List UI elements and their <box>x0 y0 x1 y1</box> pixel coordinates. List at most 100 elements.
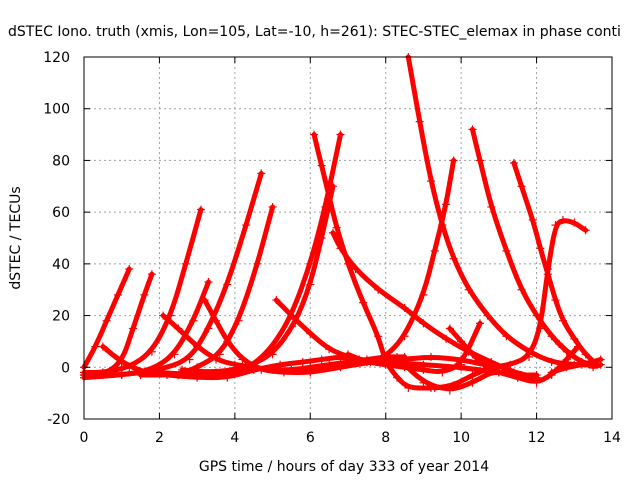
data-point <box>306 280 315 289</box>
data-point <box>125 265 134 274</box>
data-point <box>570 360 579 369</box>
data-point <box>476 156 484 165</box>
y-axis-label: dSTEC / TECUs <box>8 186 24 289</box>
marker-layer <box>80 53 605 395</box>
data-point <box>223 373 232 382</box>
data-point <box>223 337 232 346</box>
data-point <box>344 259 352 268</box>
data-point <box>562 355 571 364</box>
data-point <box>430 246 439 255</box>
data-point <box>438 221 447 230</box>
data-point <box>196 205 205 214</box>
data-point <box>483 311 492 320</box>
data-point <box>193 363 202 372</box>
data-point <box>419 365 428 374</box>
y-tick-label: 60 <box>52 205 70 221</box>
data-point <box>498 363 507 372</box>
data-point <box>174 371 183 380</box>
tick-layer: 0 2 4 6 8 10 12 14 -20 0 20 40 60 80 100 120 <box>43 50 621 446</box>
series-line-arc-9 <box>311 132 434 391</box>
data-point <box>449 254 458 263</box>
data-point <box>393 352 402 361</box>
data-point <box>321 202 330 211</box>
data-point <box>393 373 402 382</box>
data-point <box>234 316 243 325</box>
data-point <box>147 347 156 356</box>
data-point <box>162 371 171 380</box>
data-point <box>596 355 605 364</box>
data-point <box>589 363 598 372</box>
data-point <box>147 270 156 279</box>
data-point <box>536 324 545 333</box>
data-point <box>359 298 368 307</box>
data-point <box>581 226 590 235</box>
data-point <box>102 316 111 325</box>
data-point <box>419 319 428 328</box>
data-point <box>317 161 326 170</box>
data-point <box>517 182 526 191</box>
data-point <box>230 360 239 369</box>
series-line-arc-22 <box>556 341 604 369</box>
data-point <box>298 358 307 367</box>
data-point <box>543 265 552 274</box>
data-point <box>374 332 383 341</box>
x-tick-label: 2 <box>155 430 164 446</box>
data-point <box>558 215 567 224</box>
series-line-arc-1 <box>81 266 132 370</box>
data-point <box>494 368 503 377</box>
data-point <box>193 342 202 351</box>
x-tick-label: 6 <box>306 430 315 446</box>
data-point <box>528 215 537 224</box>
data-point <box>268 365 277 374</box>
data-point <box>204 324 213 333</box>
data-point <box>506 360 515 369</box>
series-line-arc-8 <box>179 183 336 375</box>
data-point <box>306 259 315 268</box>
data-point <box>242 363 251 372</box>
data-point <box>513 373 522 382</box>
data-point <box>223 280 232 289</box>
data-point <box>155 368 164 377</box>
data-point <box>178 365 187 374</box>
data-point <box>249 363 258 372</box>
data-point <box>200 296 209 305</box>
data-point <box>117 371 126 380</box>
data-point <box>445 324 454 333</box>
data-point <box>140 290 149 299</box>
data-point <box>476 319 484 328</box>
data-point <box>125 363 134 372</box>
data-point <box>268 202 277 211</box>
data-point <box>532 311 541 320</box>
data-point <box>362 358 371 367</box>
data-point <box>509 368 518 377</box>
series-line-arc-7 <box>156 132 343 377</box>
data-point <box>442 200 451 209</box>
data-point <box>204 277 213 286</box>
data-point <box>468 378 477 387</box>
data-point <box>317 234 326 242</box>
data-point <box>257 169 266 178</box>
data-point <box>306 329 315 338</box>
data-point <box>230 368 239 377</box>
data-point <box>570 334 579 343</box>
data-point <box>253 259 262 268</box>
data-point <box>336 130 345 139</box>
x-tick-label: 8 <box>381 430 390 446</box>
data-point <box>287 311 296 320</box>
y-tick-label: 40 <box>52 257 70 273</box>
data-point <box>325 360 334 369</box>
data-point <box>193 373 202 382</box>
x-tick-label: 14 <box>603 430 621 446</box>
data-point <box>532 378 541 387</box>
data-point <box>355 355 364 364</box>
data-point <box>306 368 315 377</box>
x-tick-label: 0 <box>80 430 89 446</box>
data-point <box>566 350 575 359</box>
data-point <box>174 324 183 333</box>
data-point <box>212 368 220 377</box>
data-point <box>562 363 571 372</box>
data-point <box>547 332 556 341</box>
data-point <box>555 340 564 349</box>
data-point <box>242 221 251 230</box>
data-point <box>419 378 428 387</box>
